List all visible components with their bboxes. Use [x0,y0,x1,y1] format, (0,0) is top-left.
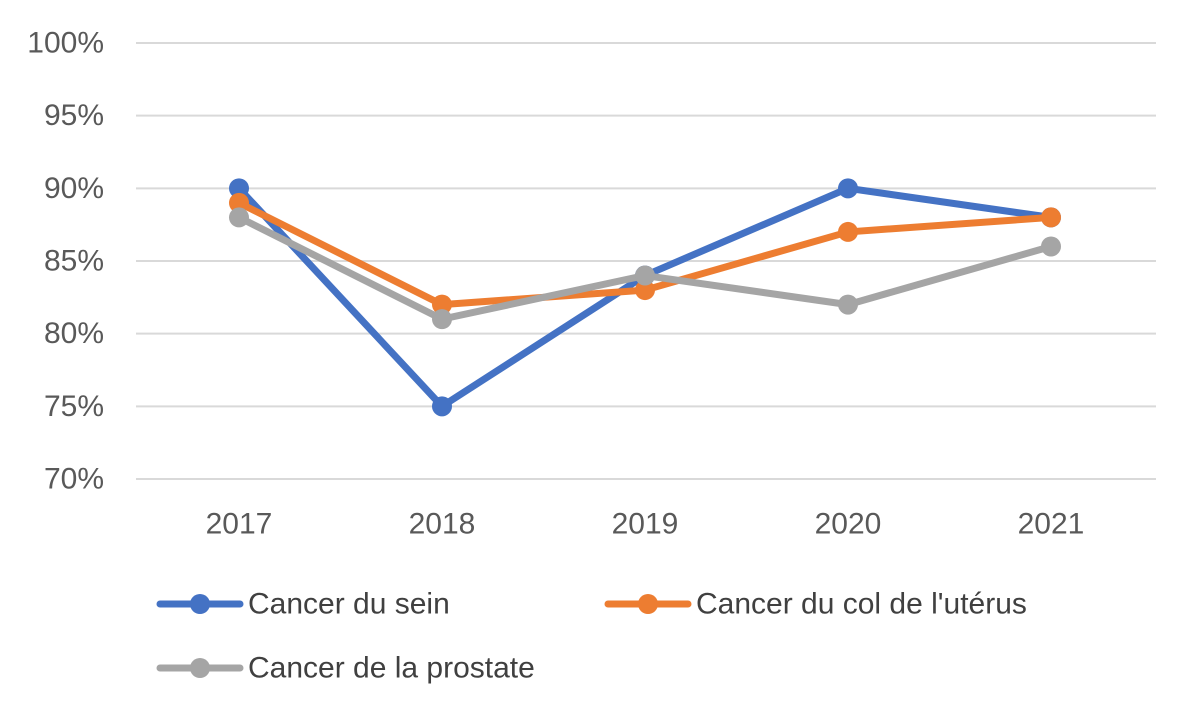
y-tick-label: 85% [44,245,104,278]
data-point [1041,207,1061,228]
data-point [635,280,655,301]
legend-item: Cancer du sein [156,588,450,621]
legend-swatch-marker [190,594,210,614]
data-point [635,265,655,286]
data-point [229,192,249,213]
series-2 [229,207,1061,330]
data-point [1041,236,1061,257]
legend-item: Cancer du col de l'utérus [604,588,1027,621]
legend-swatch-marker [190,658,210,678]
x-tick-label: 2019 [612,508,679,541]
y-tick-label: 70% [44,463,104,496]
data-point [432,294,452,315]
y-tick-label: 75% [44,390,104,423]
series-lines [229,178,1061,417]
data-point [229,207,249,228]
data-point [229,178,249,199]
y-tick-label: 90% [44,172,104,205]
x-tick-label: 2021 [1018,508,1085,541]
data-point [838,221,858,242]
x-tick-label: 2017 [206,508,273,541]
legend-swatch-marker [638,594,658,614]
data-point [432,396,452,417]
y-tick-label: 80% [44,317,104,350]
y-tick-label: 95% [44,99,104,132]
y-axis-tick-labels: 70% 75% 80% 85% 90% 95% 100% [27,27,104,496]
legend: Cancer du sein Cancer du col de l'utérus C… [156,588,1027,685]
series-1 [229,192,1061,315]
legend-label: Cancer du sein [248,588,450,621]
x-tick-label: 2020 [815,508,882,541]
legend-label: Cancer de la prostate [248,652,535,685]
x-tick-label: 2018 [409,508,476,541]
x-axis-tick-labels: 2017 2018 2019 2020 2021 [206,508,1085,541]
data-point [838,294,858,315]
legend-label: Cancer du col de l'utérus [696,588,1027,621]
y-tick-label: 100% [27,27,104,60]
data-point [838,178,858,199]
data-point [432,309,452,330]
legend-item: Cancer de la prostate [156,652,535,685]
